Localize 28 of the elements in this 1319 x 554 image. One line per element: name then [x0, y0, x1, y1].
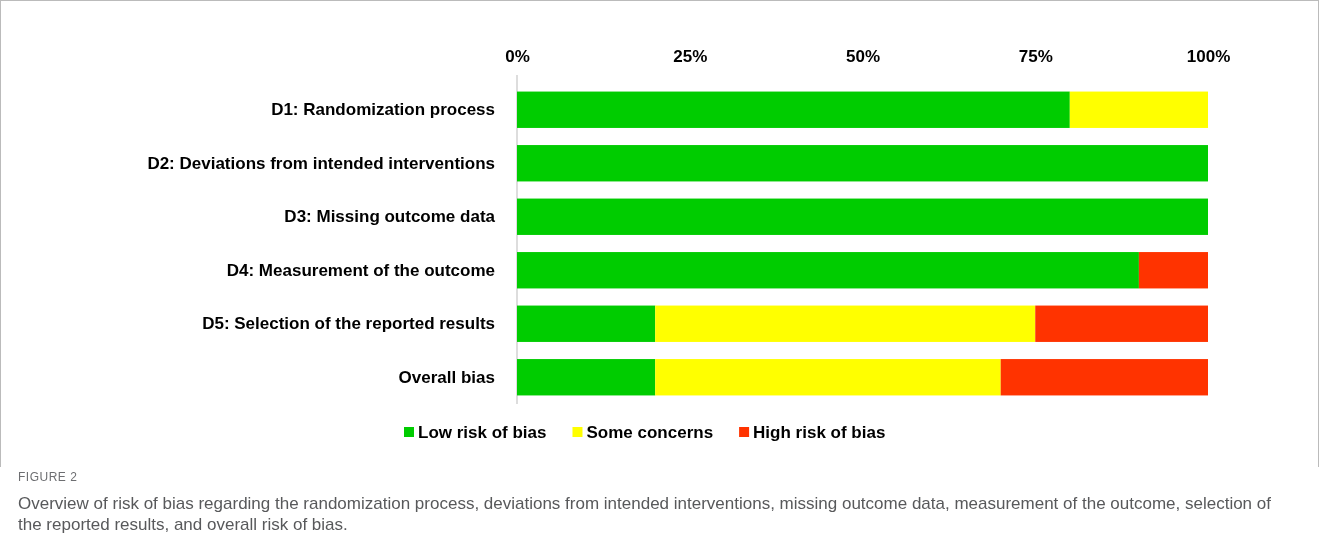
bar — [1138, 252, 1208, 289]
y-tick-label: D5: Selection of the reported results — [202, 314, 495, 334]
x-tick-label: 50% — [845, 47, 881, 66]
legend-label: Some concerns — [586, 423, 714, 442]
bar — [517, 252, 1139, 289]
y-tick-label: D2: Deviations from intended interventions — [147, 153, 495, 173]
legend-label: Low risk of bias — [418, 423, 547, 442]
bar — [517, 145, 1208, 182]
bar — [1000, 359, 1208, 396]
bar — [655, 305, 1036, 342]
bar — [517, 305, 656, 342]
y-tick-label: D1: Randomization process — [271, 100, 495, 120]
caption: FIGURE 2 — [18, 470, 78, 484]
text: Overview of risk of bias regarding the randomization process, deviations from intended interventions, missing outcome data, measurement of the outcome, selection of the reported results, and overall risk of bias. — [18, 493, 1272, 535]
x-tick-label: 25% — [673, 47, 708, 66]
y-tick-label: Overall bias — [398, 367, 495, 387]
bar — [655, 359, 1001, 396]
y-tick-label: D4: Measurement of the outcome — [226, 260, 495, 280]
y-tick-label: D3: Missing outcome data — [284, 207, 496, 227]
bar — [1069, 91, 1208, 128]
x-tick-label: 100% — [1186, 47, 1231, 66]
bar — [1035, 305, 1208, 342]
bar — [517, 359, 656, 396]
x-tick-label: 75% — [1018, 47, 1053, 66]
x-tick-label: 0% — [505, 47, 530, 66]
legend-label: High risk of bias — [753, 423, 886, 442]
bar — [517, 198, 1208, 235]
bar — [517, 91, 1070, 128]
